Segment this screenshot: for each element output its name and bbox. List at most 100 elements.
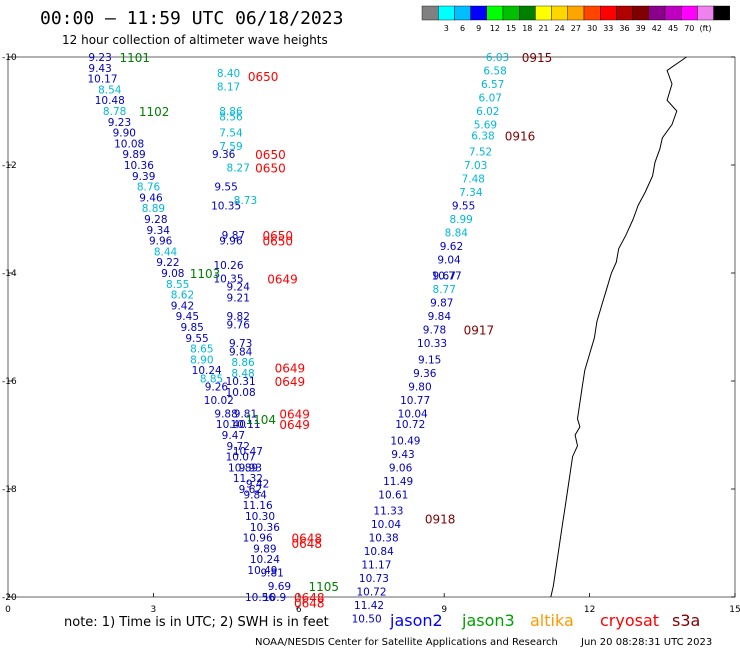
wave-height-value: 10.07 bbox=[226, 452, 256, 464]
wave-height-value: 9.34 bbox=[147, 225, 171, 237]
color-swatch bbox=[519, 5, 536, 21]
wave-height-value: 10.08 bbox=[226, 387, 256, 399]
wave-height-value: 8.89 bbox=[142, 203, 165, 215]
pass-time-label: 1103 bbox=[190, 267, 221, 281]
wave-height-value: 10.04 bbox=[371, 519, 401, 531]
map-title: 00:00 — 11:59 UTC 06/18/2023 bbox=[40, 8, 343, 29]
wave-height-value: 8.54 bbox=[98, 84, 122, 96]
satellite-name: cryosat bbox=[600, 611, 659, 630]
wave-height-value: 10.96 bbox=[243, 533, 273, 545]
pass-time-label: 0649 bbox=[275, 375, 306, 389]
color-scale-label: (ft) bbox=[699, 24, 711, 33]
wave-height-value: 8.86 bbox=[231, 357, 255, 369]
wave-height-value: 9.43 bbox=[88, 63, 111, 75]
wave-height-value: 9.42 bbox=[171, 300, 194, 312]
color-scale-label: 45 bbox=[668, 24, 678, 33]
wave-height-value: 9.62 bbox=[239, 484, 262, 496]
pass-time-label: 0649 bbox=[279, 407, 310, 421]
color-swatch bbox=[535, 5, 552, 21]
wave-height-value: 9.28 bbox=[144, 214, 167, 226]
color-swatch bbox=[697, 5, 714, 21]
pass-time-label: 0648 bbox=[292, 537, 323, 551]
wave-height-value: 9.81 bbox=[234, 408, 257, 420]
y-tick-label: -12 bbox=[2, 161, 17, 171]
wave-height-value: 9.15 bbox=[418, 354, 441, 366]
wave-height-value: 9.87 bbox=[222, 230, 245, 242]
pass-time-label: 1101 bbox=[119, 51, 150, 65]
wave-height-value: 9.78 bbox=[423, 325, 446, 337]
color-scale-label: 24 bbox=[555, 24, 565, 33]
satellite-name: altika bbox=[530, 611, 574, 630]
wave-height-value: 6.57 bbox=[481, 79, 504, 91]
wave-height-value: 6.38 bbox=[471, 130, 494, 142]
x-tick-label: 3 bbox=[151, 605, 157, 615]
wave-height-value: 8.90 bbox=[190, 354, 213, 366]
pass-time-label: 0649 bbox=[279, 418, 310, 432]
wave-height-value: 10.84 bbox=[364, 546, 394, 558]
wave-height-value: 9.87 bbox=[430, 298, 453, 310]
wave-height-value: 7.34 bbox=[459, 187, 483, 199]
pass-time-label: 0649 bbox=[275, 362, 306, 376]
wave-height-value: 9.67 bbox=[433, 271, 456, 283]
color-scale-label: 33 bbox=[603, 24, 613, 33]
wave-height-value: 9.84 bbox=[229, 346, 253, 358]
wave-height-value: 10.48 bbox=[95, 95, 125, 107]
wave-height-value: 8.85 bbox=[200, 373, 223, 385]
wave-height-value: 7.52 bbox=[469, 147, 492, 159]
pass-time-labels: 1101110211031104110506500650065006500650… bbox=[119, 51, 552, 610]
wave-height-value: 8.86 bbox=[219, 106, 243, 118]
wave-height-value: 10.72 bbox=[395, 419, 425, 431]
wave-height-value: 11.16 bbox=[243, 500, 273, 512]
pass-time-label: 1105 bbox=[308, 580, 339, 594]
wave-height-value: 10.49 bbox=[390, 435, 420, 447]
map-subtitle: 12 hour collection of altimeter wave hei… bbox=[62, 33, 328, 47]
color-scale-label: 39 bbox=[636, 24, 646, 33]
color-scale-label: 30 bbox=[587, 24, 597, 33]
wave-height-value: 10.35 bbox=[211, 201, 241, 213]
color-swatch bbox=[486, 5, 504, 21]
satellite-name: s3a bbox=[672, 611, 700, 630]
wave-height-value: 8.55 bbox=[166, 279, 189, 291]
pass-time-label: 0915 bbox=[522, 51, 553, 65]
wave-height-value: 9.80 bbox=[408, 381, 431, 393]
wave-height-value: 9.96 bbox=[149, 236, 173, 248]
pass-time-label: 1102 bbox=[139, 105, 170, 119]
wave-height-value: 11.17 bbox=[361, 560, 391, 572]
wave-height-value: 9.90 bbox=[113, 128, 136, 140]
pass-time-label: 0650 bbox=[262, 229, 293, 243]
pass-time-label: 0650 bbox=[255, 162, 286, 176]
wave-height-value: 9.22 bbox=[156, 257, 179, 269]
pass-time-label: 1104 bbox=[245, 413, 276, 427]
color-swatch bbox=[616, 5, 633, 21]
pass-time-label: 0649 bbox=[267, 272, 298, 286]
wave-height-value: 9.23 bbox=[108, 117, 131, 129]
color-scale-legend: 3 6 9 12 15 18 21 24 27 30 33 36 39 42 45 70 (ft) bbox=[421, 5, 730, 33]
wave-height-value: 6.02 bbox=[476, 106, 499, 118]
wave-height-value: 11.32 bbox=[233, 473, 263, 485]
wave-height-value: 9.84 bbox=[428, 311, 452, 323]
color-swatch bbox=[632, 5, 649, 21]
wave-height-value: 8.44 bbox=[154, 246, 178, 258]
pass-time-label: 0648 bbox=[292, 532, 323, 546]
wave-height-value: 9.72 bbox=[227, 441, 250, 453]
wave-height-value: 9.42 bbox=[246, 479, 269, 491]
wave-height-value: 10.40 bbox=[216, 419, 246, 431]
wave-height-value: 10.33 bbox=[417, 338, 447, 350]
wave-height-value: 10.47 bbox=[233, 446, 263, 458]
color-scale-label: 12 bbox=[490, 24, 500, 33]
wave-height-value: 9.55 bbox=[214, 182, 237, 194]
wave-height-value: 6.03 bbox=[486, 52, 509, 64]
wave-height-value: 9.45 bbox=[176, 311, 199, 323]
wave-height-value: 10.02 bbox=[204, 395, 234, 407]
wave-height-value: 9.76 bbox=[227, 319, 251, 331]
wave-height-value: 10.77 bbox=[400, 395, 430, 407]
color-scale-label: 70 bbox=[684, 24, 694, 33]
pass-time-label: 0648 bbox=[294, 591, 325, 605]
x-tick-label: 12 bbox=[584, 605, 595, 615]
coastline bbox=[550, 56, 687, 598]
color-scale-label: 15 bbox=[506, 24, 516, 33]
wave-height-value: 10.35 bbox=[213, 273, 243, 285]
wave-height-value: 9.36 bbox=[413, 368, 437, 380]
color-swatch bbox=[421, 5, 439, 21]
